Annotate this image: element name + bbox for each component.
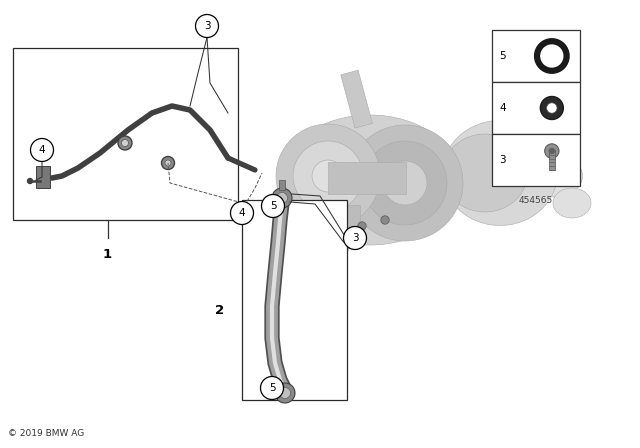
Ellipse shape <box>546 139 578 167</box>
Circle shape <box>363 141 447 225</box>
Circle shape <box>165 160 171 166</box>
Circle shape <box>28 178 33 184</box>
Bar <box>338 205 360 243</box>
Bar <box>492 82 580 134</box>
Circle shape <box>118 136 132 150</box>
Text: 1: 1 <box>103 248 112 261</box>
Bar <box>340 70 372 128</box>
Text: 2: 2 <box>215 303 224 316</box>
Circle shape <box>272 188 292 208</box>
Text: 5: 5 <box>269 383 275 393</box>
Bar <box>279 180 285 190</box>
Bar <box>13 48 238 220</box>
Bar <box>242 200 347 400</box>
Text: 3: 3 <box>352 233 358 243</box>
Circle shape <box>540 96 563 120</box>
Text: 4: 4 <box>239 208 245 218</box>
Circle shape <box>545 144 559 158</box>
Bar <box>492 30 580 82</box>
Circle shape <box>275 383 295 403</box>
Ellipse shape <box>442 121 557 225</box>
Circle shape <box>537 41 566 71</box>
Ellipse shape <box>527 155 582 197</box>
Text: © 2019 BMW AG: © 2019 BMW AG <box>8 429 84 438</box>
Circle shape <box>276 193 287 203</box>
Text: 454565: 454565 <box>519 196 553 205</box>
Circle shape <box>161 156 175 169</box>
Bar <box>36 166 50 188</box>
Text: 3: 3 <box>204 21 211 31</box>
Circle shape <box>383 161 427 205</box>
Circle shape <box>122 139 129 146</box>
Ellipse shape <box>280 115 460 245</box>
Text: 5: 5 <box>499 51 506 61</box>
Circle shape <box>262 194 285 217</box>
Circle shape <box>31 138 54 161</box>
Ellipse shape <box>553 188 591 218</box>
Circle shape <box>381 216 389 224</box>
Circle shape <box>358 222 366 230</box>
Bar <box>549 150 555 170</box>
Circle shape <box>549 148 555 154</box>
Circle shape <box>312 160 344 192</box>
Circle shape <box>276 124 380 228</box>
Text: 3: 3 <box>499 155 506 165</box>
Text: 5: 5 <box>269 201 276 211</box>
Bar <box>492 134 580 186</box>
Circle shape <box>230 202 253 224</box>
Circle shape <box>547 103 557 113</box>
Text: 4: 4 <box>499 103 506 113</box>
Circle shape <box>347 125 463 241</box>
Circle shape <box>260 376 284 400</box>
Circle shape <box>344 227 367 250</box>
Ellipse shape <box>442 134 527 212</box>
Text: 4: 4 <box>38 145 45 155</box>
Bar <box>328 162 406 194</box>
Circle shape <box>280 388 291 399</box>
Circle shape <box>195 14 218 38</box>
Circle shape <box>293 141 363 211</box>
